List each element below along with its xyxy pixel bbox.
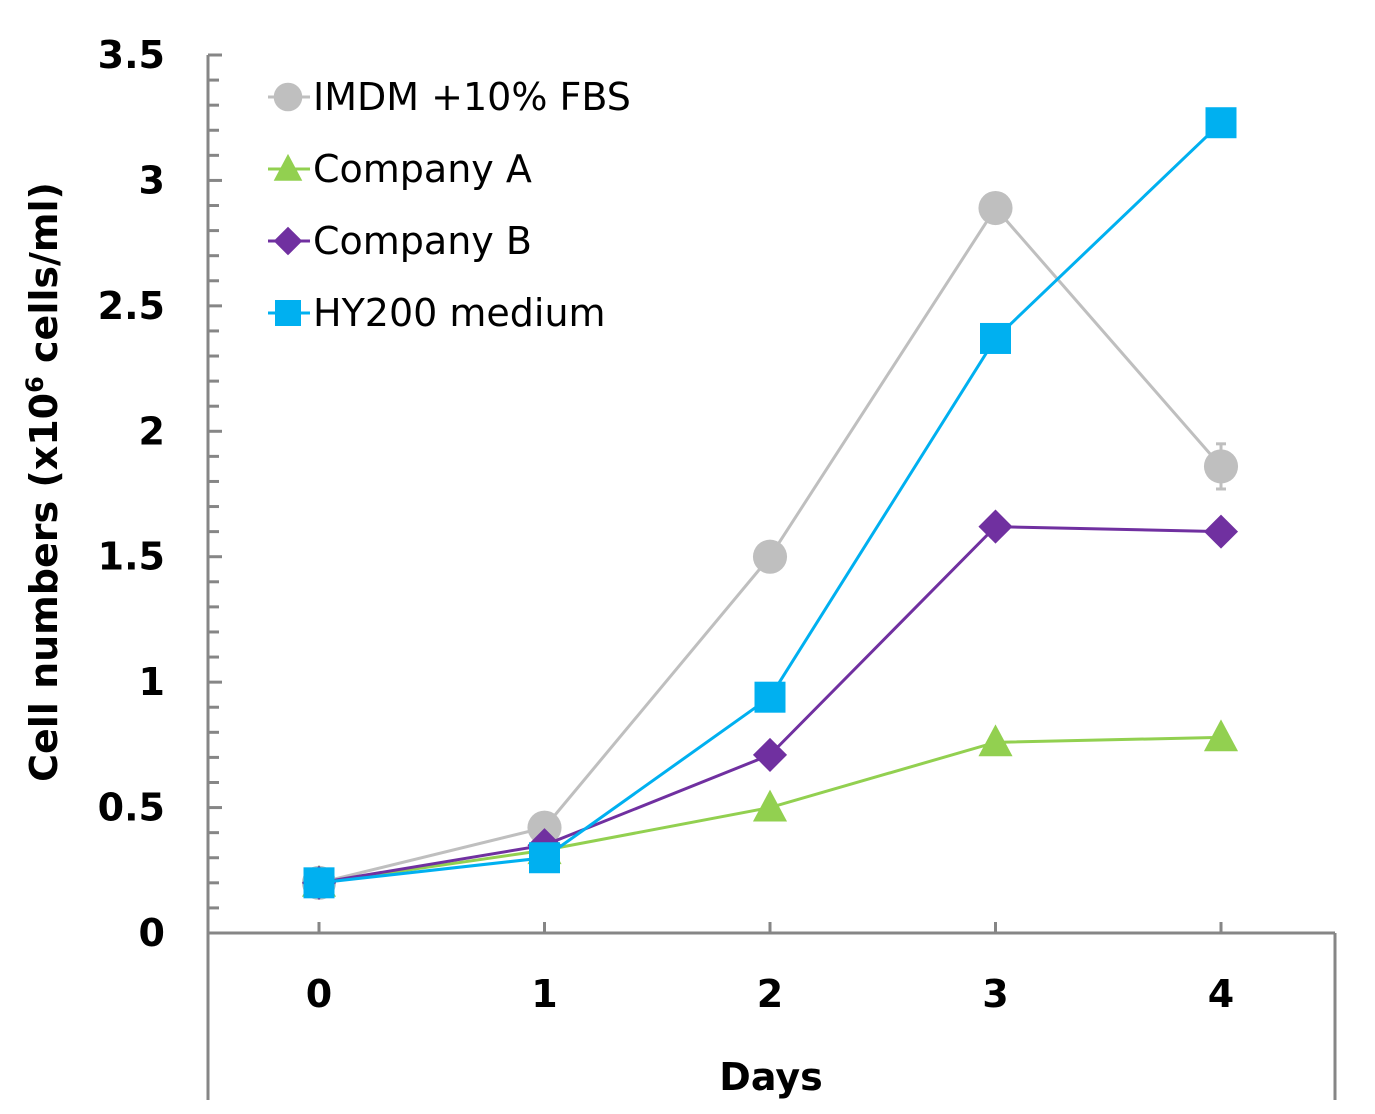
x-tick-label: 4 <box>1208 972 1234 1016</box>
data-point <box>529 842 560 874</box>
y-tick-label: 0.5 <box>98 786 165 830</box>
legend-item: IMDM +10% FBS <box>268 75 631 119</box>
y-tick-label: 2.5 <box>98 284 165 328</box>
x-axis-title: Days <box>719 1055 822 1099</box>
y-axis-title-sup: 6 <box>21 376 49 393</box>
data-point <box>978 724 1013 757</box>
data-point <box>980 322 1011 354</box>
y-tick-label: 1 <box>139 660 165 704</box>
data-point <box>978 509 1013 544</box>
y-axis-title-main: Cell numbers (x10 <box>22 393 66 782</box>
legend-label: HY200 medium <box>313 291 606 335</box>
legend-label: Company A <box>313 147 532 191</box>
data-point <box>978 190 1013 226</box>
series-layer <box>301 107 1239 900</box>
data-point <box>1203 514 1239 549</box>
data-point <box>752 737 788 772</box>
x-tick-label: 1 <box>531 972 557 1016</box>
y-axis-title: Cell numbers (x106 cells/ml) <box>21 182 66 782</box>
legend-marker-square-icon <box>275 300 301 326</box>
data-point <box>1205 107 1237 139</box>
data-point <box>1203 449 1239 484</box>
axes: 0 0.5 1 1.5 2 2.5 3 3.5 0 1 2 3 4 <box>98 33 1337 1100</box>
series-hy200-medium <box>303 107 1237 899</box>
legend-item: Company B <box>268 219 532 263</box>
y-tick-label: 1.5 <box>98 535 165 579</box>
x-tick-label: 0 <box>306 972 332 1016</box>
y-axis-title-rest: cells/ml) <box>22 182 66 376</box>
legend-item: HY200 medium <box>268 291 606 335</box>
data-point <box>754 681 786 713</box>
legend-label: Company B <box>313 219 532 263</box>
y-tick-label: 2 <box>139 409 165 453</box>
data-point <box>303 867 335 899</box>
y-tick-label: 0 <box>139 911 165 955</box>
data-point <box>527 810 562 845</box>
data-point <box>1203 719 1239 752</box>
data-point <box>752 789 788 822</box>
y-tick-label: 3 <box>139 158 165 202</box>
legend-label: IMDM +10% FBS <box>313 75 631 119</box>
y-tick-label: 3.5 <box>98 33 165 77</box>
data-point <box>752 539 788 574</box>
x-tick-label: 2 <box>757 972 783 1016</box>
legend-marker-triangle-icon <box>273 153 303 181</box>
legend-marker-circle-icon <box>273 82 303 112</box>
x-tick-label: 3 <box>982 972 1008 1016</box>
legend-marker-diamond-icon <box>273 226 303 256</box>
legend-item: Company A <box>268 147 532 191</box>
legend: IMDM +10% FBS Company A Company B HY200 med… <box>268 75 631 335</box>
